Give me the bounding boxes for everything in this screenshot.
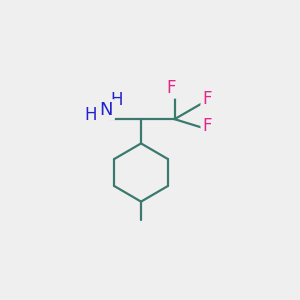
- Text: F: F: [202, 117, 212, 135]
- Text: N: N: [100, 101, 113, 119]
- Text: F: F: [202, 90, 212, 108]
- Text: H: H: [85, 106, 97, 124]
- Text: F: F: [166, 79, 176, 97]
- Text: H: H: [110, 91, 123, 109]
